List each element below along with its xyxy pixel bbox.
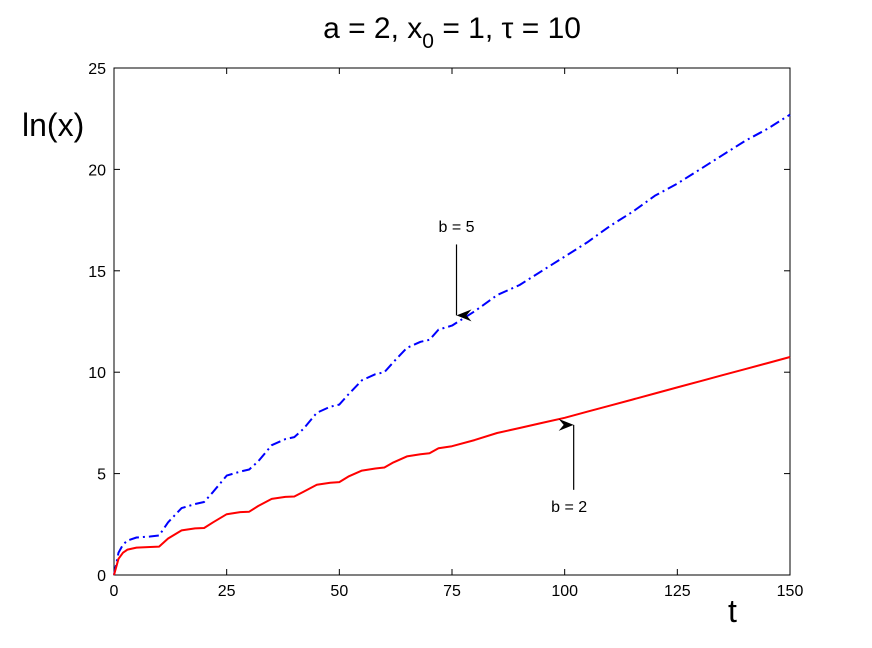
y-tick-label: 25 [88, 61, 106, 78]
chart-title-subscript: 0 [422, 30, 434, 53]
y-tick-label: 20 [88, 162, 106, 179]
y-tick-label: 10 [88, 365, 106, 382]
x-tick-label: 75 [443, 583, 461, 600]
annotation-label: b = 2 [551, 499, 587, 516]
y-tick-label: 5 [97, 467, 106, 484]
x-tick-label: 25 [218, 583, 236, 600]
x-axis-label: t [728, 593, 737, 629]
x-tick-label: 150 [777, 583, 804, 600]
y-axis-label: ln(x) [22, 107, 84, 143]
plot-area: 0 25 50 75 100 125 150 0 5 10 15 20 25 b = 5 b = 2 [88, 61, 803, 600]
series-line-b-2 [113, 356, 791, 576]
x-tick-label: 50 [330, 583, 348, 600]
chart-title-prefix: a = 2, x [323, 12, 422, 45]
y-tick-label: 0 [97, 568, 106, 585]
x-tick-label: 100 [551, 583, 578, 600]
series-line-b-5 [113, 113, 791, 576]
y-tick-label: 15 [88, 264, 106, 281]
annotation-label: b = 5 [438, 219, 474, 236]
x-tick-label: 0 [110, 583, 119, 600]
x-tick-label: 125 [664, 583, 691, 600]
chart-title-suffix: = 1, τ = 10 [434, 12, 581, 45]
chart-title: a = 2, x0 = 1, τ = 10 [323, 12, 581, 53]
